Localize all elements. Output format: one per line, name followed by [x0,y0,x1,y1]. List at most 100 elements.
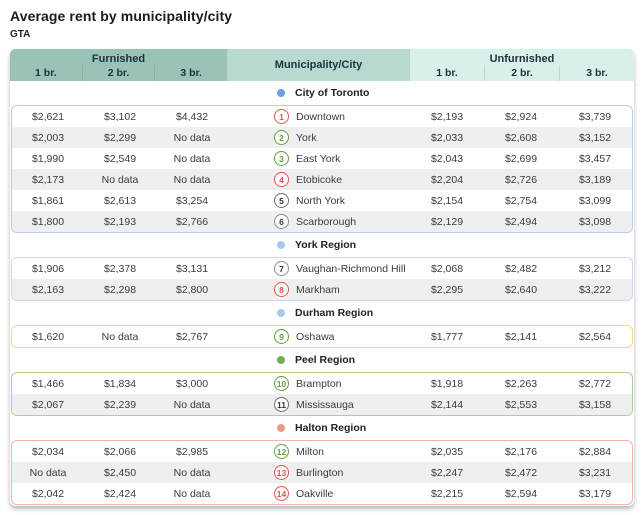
furnished-value-cell: $2,800 [175,283,209,296]
municipality-cell: 4 Etobicoke [228,172,410,187]
furnished-value-cell: $2,424 [103,487,137,500]
furnished-value-cell: $1,466 [31,377,65,390]
furnished-value-cell: $2,985 [175,445,209,458]
unfurnished-value-cell: $2,640 [504,283,538,296]
municipality-cell: 3 East York [228,151,410,166]
unfurnished-value-cell: $3,158 [578,398,612,411]
header-group-unfurnished: Unfurnished 1 br. 2 br. 3 br. [410,49,634,81]
unfurnished-value-cell: $2,726 [504,173,538,186]
unfurnished-cells: $2,295 $2,640 $3,222 [410,284,632,296]
region-header: Halton Region [10,420,634,436]
unfurnished-value-cell: $2,204 [430,173,464,186]
furnished-value-cell: $2,067 [31,398,65,411]
unfurnished-value-cell: $2,141 [504,330,538,343]
furnished-value-cell: $2,034 [31,445,65,458]
furnished-value-cell: $2,298 [103,283,137,296]
unfurnished-value-cell: $3,098 [578,215,612,228]
unfurnished-value-cell: $1,777 [430,330,464,343]
row-number-badge: 6 [274,214,289,229]
municipality-name: Scarborough [296,215,357,228]
table-header: Furnished 1 br. 2 br. 3 br. Municipality… [10,49,634,81]
municipality-cell: 2 York [228,130,410,145]
region-marker-dot [277,89,285,97]
furnished-value-cell: $2,450 [103,466,137,479]
furnished-value-cell: $3,102 [103,110,137,123]
unfurnished-col-1br: 1 br. [436,67,458,79]
furnished-value-cell: $2,173 [31,173,65,186]
unfurnished-value-cell: $2,494 [504,215,538,228]
rent-table-card: Furnished 1 br. 2 br. 3 br. Municipality… [10,49,634,506]
municipality-cell: 1 Downtown [228,109,410,124]
region-label: York Region [295,239,357,251]
furnished-value-cell: $2,042 [31,487,65,500]
furnished-group-label: Furnished [91,53,146,65]
unfurnished-value-cell: $2,295 [430,283,464,296]
furnished-value-cell: $1,834 [103,377,137,390]
row-number-badge: 10 [274,376,289,391]
furnished-col-2br: 2 br. [81,65,155,81]
unfurnished-value-cell: $2,772 [578,377,612,390]
furnished-value-cell: No data [101,330,139,343]
region-group: $2,621 $3,102 $4,432 1 Downtown $2,193 $2,924 $… [11,105,633,233]
unfurnished-cells: $2,247 $2,472 $3,231 [410,467,632,479]
table-row: $1,466 $1,834 $3,000 10 Brampton $1,918 $2,263… [12,373,632,394]
table-row: $2,173 No data No data 4 Etobicoke $2,204 $2,7… [12,169,632,190]
row-number-badge: 3 [274,151,289,166]
furnished-value-cell: $2,766 [175,215,209,228]
furnished-value-cell: $1,620 [31,330,65,343]
unfurnished-cells: $1,777 $2,141 $2,564 [410,331,632,343]
unfurnished-value-cell: $3,222 [578,283,612,296]
furnished-cells: $2,042 $2,424 No data [12,488,228,500]
table-row: $2,621 $3,102 $4,432 1 Downtown $2,193 $2,924 $… [12,106,632,127]
municipality-name: Etobicoke [296,173,343,186]
unfurnished-value-cell: $2,033 [430,131,464,144]
furnished-value-cell: $2,549 [103,152,137,165]
municipality-cell: 11 Mississauga [228,397,410,412]
furnished-value-cell: No data [173,466,211,479]
region-group: $2,034 $2,066 $2,985 12 Milton $2,035 $2,176 $2… [11,440,633,505]
table-row: $1,861 $2,613 $3,254 5 North York $2,154 $2,75… [12,190,632,211]
furnished-value-cell: $4,432 [175,110,209,123]
unfurnished-value-cell: $3,457 [578,152,612,165]
municipality-cell: 6 Scarborough [228,214,410,229]
furnished-value-cell: $2,378 [103,262,137,275]
furnished-value-cell: No data [173,173,211,186]
municipality-name: York [296,131,317,144]
row-number-badge: 13 [274,465,289,480]
furnished-value-cell: No data [173,152,211,165]
row-number-badge: 9 [274,329,289,344]
unfurnished-value-cell: $2,068 [430,262,464,275]
unfurnished-cells: $2,129 $2,494 $3,098 [410,216,632,228]
furnished-value-cell: $2,621 [31,110,65,123]
region-marker-dot [277,241,285,249]
unfurnished-cells: $2,035 $2,176 $2,884 [410,446,632,458]
unfurnished-value-cell: $2,043 [430,152,464,165]
furnished-cells: $2,163 $2,298 $2,800 [12,284,228,296]
row-number-badge: 8 [274,282,289,297]
unfurnished-cells: $2,215 $2,594 $3,179 [410,488,632,500]
furnished-cells: $1,466 $1,834 $3,000 [12,378,228,390]
row-number-badge: 7 [274,261,289,276]
municipality-name: Downtown [296,110,346,123]
page-subtitle: GTA [10,29,31,40]
table-row: No data $2,450 No data 13 Burlington $2,247 $2… [12,462,632,483]
furnished-value-cell: $1,800 [31,215,65,228]
municipality-cell: 14 Oakville [228,486,410,501]
unfurnished-value-cell: $2,924 [504,110,538,123]
furnished-value-cell: $2,003 [31,131,65,144]
municipality-header-label: Municipality/City [274,59,363,71]
header-group-furnished: Furnished 1 br. 2 br. 3 br. [10,49,227,81]
region-label: Durham Region [295,307,374,319]
region-marker-dot [277,356,285,364]
region-label: City of Toronto [295,87,370,99]
furnished-value-cell: $1,906 [31,262,65,275]
table-row: $2,067 $2,239 No data 11 Mississauga $2,144 $2… [12,394,632,415]
unfurnished-value-cell: $2,129 [430,215,464,228]
row-number-badge: 4 [274,172,289,187]
furnished-value-cell: No data [173,487,211,500]
furnished-value-cell: $2,066 [103,445,137,458]
unfurnished-cells: $2,193 $2,924 $3,739 [410,111,632,123]
furnished-value-cell: $2,193 [103,215,137,228]
municipality-name: North York [296,194,346,207]
furnished-value-cell: No data [173,131,211,144]
